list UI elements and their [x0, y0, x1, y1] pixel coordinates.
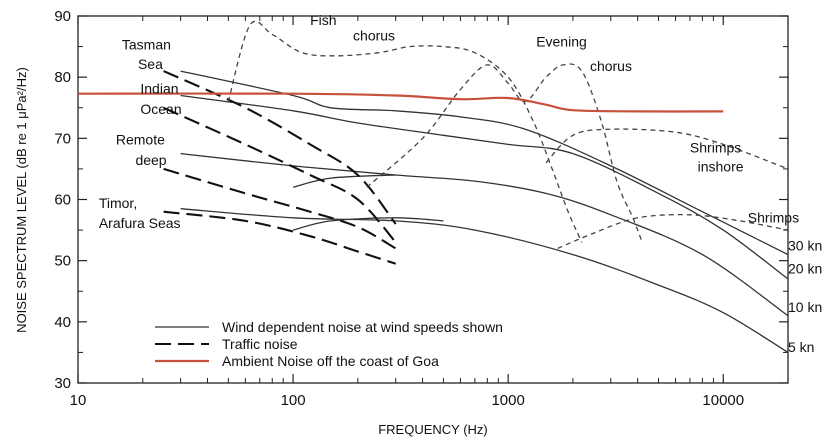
- series-line-shrimps: [557, 213, 788, 249]
- annotation-inshore: inshore: [698, 158, 744, 174]
- series-line-10-kn: [180, 152, 788, 317]
- annotation-fish: Fish: [310, 12, 336, 28]
- annotation-chorus: chorus: [590, 58, 632, 74]
- y-tick-label: 80: [54, 69, 71, 86]
- annotation-shrimps: Shrimps: [748, 210, 799, 226]
- annotation-tasman: Tasman: [122, 37, 171, 53]
- legend-label: Ambient Noise off the coast of Goa: [222, 353, 439, 369]
- annotation-arafura-seas: Arafura Seas: [99, 215, 181, 231]
- x-tick-label: 10: [70, 392, 87, 409]
- y-tick-label: 50: [54, 253, 71, 270]
- annotation-shrimps: Shrimps: [690, 139, 741, 155]
- annotation-ocean: Ocean: [140, 101, 181, 117]
- y-axis-title: NOISE SPECTRUM LEVEL (dB re 1 μPa²/Hz): [14, 67, 29, 333]
- series-line-shrimps-inshore: [545, 128, 788, 170]
- axes-layer: 10 100 1000 10000 30 40 50 60 70 80 90: [54, 8, 789, 409]
- series-line-evening-chorus: [366, 63, 643, 243]
- y-tick-label: 60: [54, 192, 71, 209]
- legend: Wind dependent noise at wind speeds show…: [155, 319, 503, 369]
- annotation-timor: Timor,: [99, 195, 137, 211]
- series-line-5-kn: [180, 208, 788, 353]
- legend-label: Traffic noise: [222, 336, 298, 352]
- annotation-indian: Indian: [140, 81, 178, 97]
- y-tick-label: 90: [54, 8, 71, 25]
- series-line-wind-5-kn-low-frequency-rise: [292, 217, 444, 231]
- annotation-chorus: chorus: [353, 27, 395, 43]
- y-tick-label: 30: [54, 375, 71, 392]
- x-tick-label: 1000: [491, 392, 524, 409]
- x-tick-label: 10000: [702, 392, 744, 409]
- series-line-remote-deep: [163, 167, 397, 250]
- annotation-deep: deep: [135, 152, 166, 168]
- x-tick-label: 100: [281, 392, 306, 409]
- x-axis-title: FREQUENCY (Hz): [378, 422, 488, 437]
- annotation-30-kn: 30 kn: [788, 237, 822, 253]
- series-line-30-kn: [180, 70, 788, 256]
- series-line-ambient-noise-off-the-coast-of-goa: [78, 92, 724, 113]
- annotation-5-kn: 5 kn: [788, 339, 814, 355]
- y-tick-label: 40: [54, 314, 71, 331]
- annotation-remote: Remote: [116, 131, 165, 147]
- series-line-fish-chorus: [227, 20, 583, 243]
- annotation-20-kn: 20 kn: [788, 261, 822, 277]
- series-line-20-kn: [180, 94, 788, 280]
- y-tick-label: 70: [54, 130, 71, 147]
- series-layer: [78, 20, 788, 353]
- annotation-10-kn: 10 kn: [788, 299, 822, 315]
- annotation-evening: Evening: [536, 34, 587, 50]
- series-line-indian-ocean: [163, 106, 397, 243]
- legend-label: Wind dependent noise at wind speeds show…: [222, 319, 503, 335]
- annotation-sea: Sea: [138, 56, 163, 72]
- series-line-timor-arafura-seas: [163, 210, 397, 265]
